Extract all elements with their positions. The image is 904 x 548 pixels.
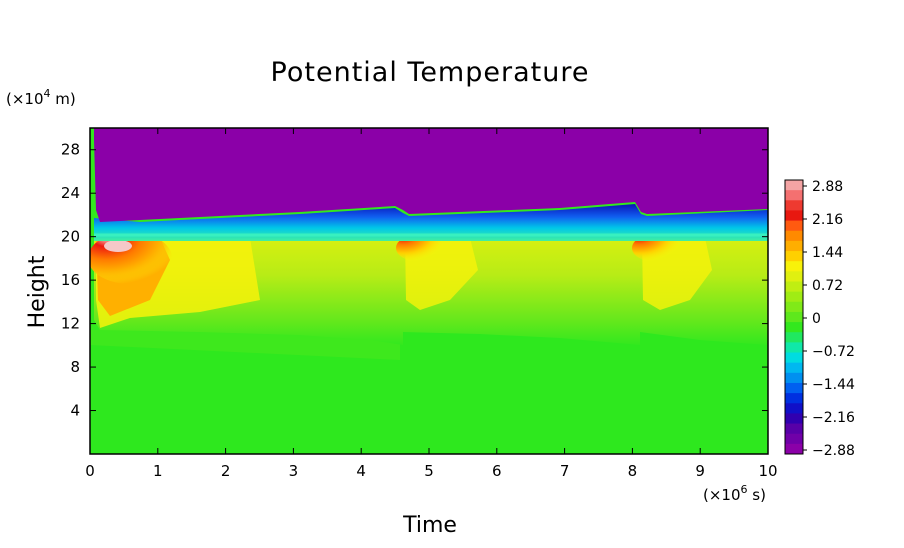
y-tick-label: 16 (61, 271, 80, 289)
x-tick-label: 10 (758, 462, 777, 480)
y-tick-label: 28 (61, 141, 80, 159)
x-tick-label: 2 (221, 462, 231, 480)
colorbar-swatch (785, 352, 803, 364)
x-tick-label: 1 (153, 462, 163, 480)
colorbar-tick-label: −2.88 (812, 443, 855, 459)
colorbar-swatch (785, 200, 803, 211)
x-axis-title: Time (402, 513, 457, 538)
colorbar-swatch (785, 342, 803, 354)
colorbar-swatch (785, 311, 803, 323)
y-tick-label: 20 (61, 228, 80, 246)
x-tick-label: 6 (492, 462, 502, 480)
colorbar-swatch (785, 393, 803, 404)
colorbar-swatch (785, 403, 803, 414)
y-tick-label: 12 (61, 315, 80, 333)
colorbar-swatch (785, 301, 803, 313)
tropopause-band (94, 204, 768, 241)
y-tick-label: 24 (61, 184, 80, 202)
colorbar (784, 179, 804, 455)
colorbar-tick-label: 2.88 (812, 179, 843, 195)
colorbar-swatch (785, 362, 803, 374)
x-tick-label: 8 (628, 462, 638, 480)
y-tick-label: 4 (70, 402, 80, 420)
chart-title: Potential Temperature (271, 57, 590, 88)
colorbar-swatch (785, 372, 803, 384)
colorbar-swatch (785, 190, 803, 201)
colorbar-swatch (785, 261, 803, 272)
colorbar-tick-label: 2.16 (812, 212, 843, 228)
x-tick-label: 3 (289, 462, 299, 480)
colorbar-swatch (785, 281, 803, 293)
colorbar-tick-label: −1.44 (812, 377, 855, 393)
heatmap-field (90, 128, 768, 454)
colorbar-swatch (785, 382, 803, 394)
colorbar-swatch (785, 443, 803, 455)
colorbar-swatch (785, 322, 803, 333)
colorbar-swatch (785, 271, 803, 282)
x-axis-unit: (×106 s) (703, 483, 766, 504)
y-tick-label: 8 (70, 358, 80, 376)
stratosphere (90, 128, 768, 222)
colorbar-swatch (785, 240, 803, 252)
y-axis-title: Height (25, 255, 50, 328)
colorbar-swatch (785, 433, 803, 445)
colorbar-frame (784, 179, 804, 455)
y-axis-unit: (×104 m) (6, 87, 76, 108)
x-tick-label: 0 (85, 462, 95, 480)
x-tick-label: 7 (560, 462, 570, 480)
colorbar-swatch (785, 332, 803, 343)
colorbar-tick-label: 1.44 (812, 245, 843, 261)
y-axis-ticks: 4 8 12 16 20 24 28 (61, 141, 768, 420)
colorbar-swatch (785, 291, 803, 303)
x-tick-label: 5 (424, 462, 434, 480)
colorbar-swatch (785, 210, 803, 222)
colorbar-swatch (785, 180, 803, 191)
colorbar-tick-label: 0.72 (812, 278, 843, 294)
colorbar-tick-label: −2.16 (812, 410, 855, 426)
x-tick-label: 9 (695, 462, 705, 480)
colorbar-swatch (785, 251, 803, 262)
colorbar-swatch (785, 413, 803, 425)
x-axis-ticks: 0 1 2 3 4 5 6 7 8 9 10 (85, 128, 778, 480)
colorbar-tick-label: 0 (812, 311, 821, 327)
colorbar-tick-label: −0.72 (812, 344, 855, 360)
x-tick-label: 4 (356, 462, 366, 480)
colorbar-swatch (785, 220, 803, 232)
colorbar-swatch (785, 230, 803, 242)
colorbar-ticks: 2.88 2.16 1.44 0.72 0 −0.72 −1.44 −2.16 −2.88 (803, 179, 855, 459)
colorbar-swatch (785, 423, 803, 435)
